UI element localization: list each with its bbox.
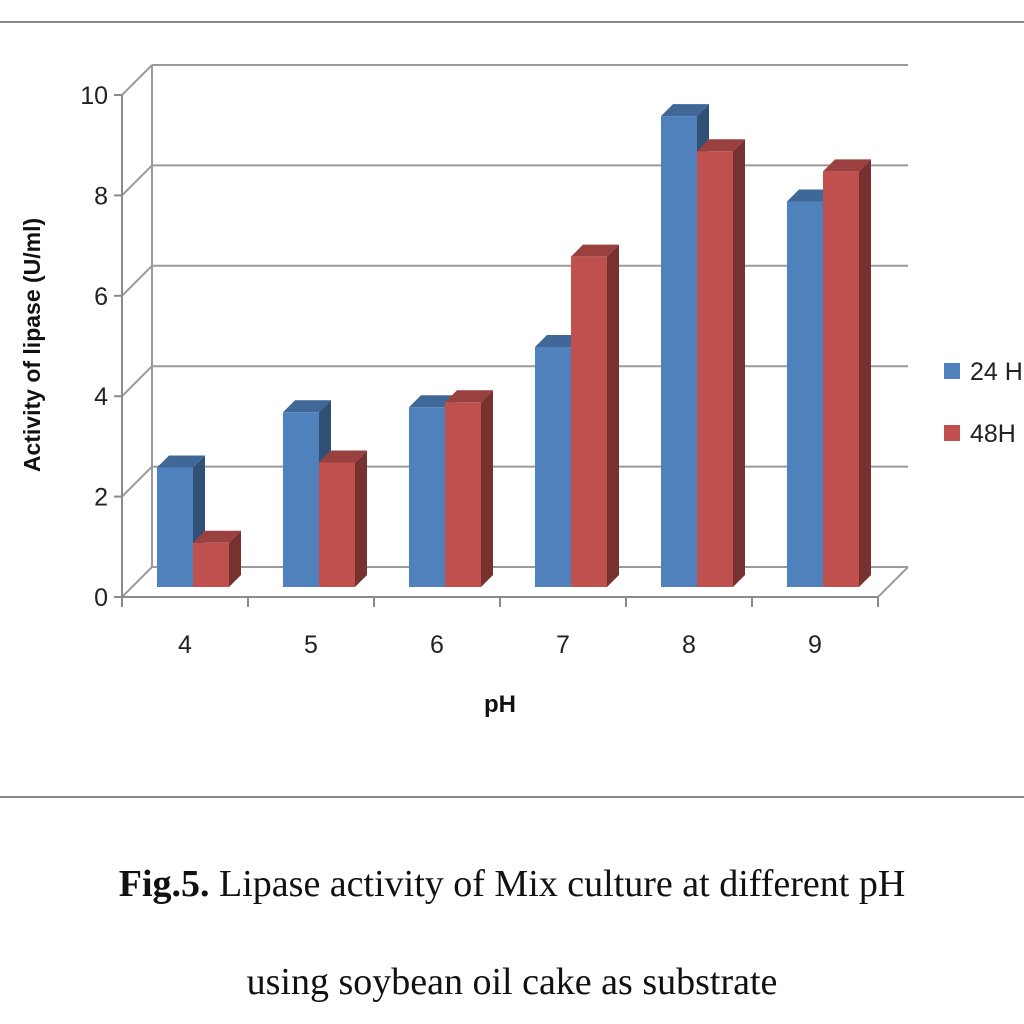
bar-side-48h [733,139,745,588]
plot-area: 0 2 4 6 8 10 4 5 6 7 8 9 pH Activity of lipase (U/ml)… [19,64,1023,718]
bar-24h [283,412,319,587]
bar-top-48h [823,159,871,172]
x-tick-label: 9 [808,631,822,659]
x-tick-label: 5 [304,631,318,659]
y-tick-label: 6 [94,283,108,311]
bar-top-48h [319,450,367,463]
bar-top-48h [571,244,619,257]
bar-24h [535,347,571,587]
figure-caption-line-2: using soybean oil cake as substrate [0,960,1024,1004]
bar-48h [823,171,859,587]
y-tick-label: 4 [94,383,108,411]
gridline-depth [121,465,153,498]
bar-24h [661,116,697,587]
caption-line-1: Lipase activity of Mix culture at differ… [219,863,906,905]
y-tick-label: 2 [94,484,108,512]
bar-48h [571,256,607,587]
bar-48h [697,151,733,588]
legend-swatch [944,425,960,441]
bar-top-48h [193,530,241,543]
y-tick-label: 0 [94,584,108,612]
gridline-depth [121,365,153,397]
legend-label: 24 H [970,358,1023,386]
bar-24h [409,407,445,587]
bar-top-24h [283,400,331,413]
y-axis-title: Activity of lipase (U/ml) [19,218,45,472]
bar-48h [445,402,481,587]
lipase-chart: 0 2 4 6 8 10 4 5 6 7 8 9 pH Activity of lipase (U/ml)… [0,21,1024,798]
bar-top-48h [445,390,493,403]
bar-24h [157,467,193,587]
y-tick-label: 10 [80,82,108,110]
bar-top-24h [661,104,709,117]
bar-top-24h [157,455,205,468]
gridline-depth [121,164,153,197]
gridline-depth [121,265,153,297]
bar-side-48h [481,390,493,587]
x-axis-title: pH [484,691,516,718]
bar-side-48h [229,530,241,587]
bar-24h [787,201,823,587]
x-tick-label: 4 [178,631,192,659]
legend-label: 48H [970,420,1016,448]
bar-top-48h [697,139,745,152]
figure-caption: Fig.5. Lipase activity of Mix culture at… [0,862,1024,906]
bar-side-48h [355,450,367,587]
gridline-depth [121,566,153,598]
y-tick-label: 8 [94,182,108,210]
gridline-depth [121,64,153,96]
caption-label: Fig.5. [118,863,210,905]
x-tick-label: 6 [430,631,444,659]
caption-line-2: using soybean oil cake as substrate [246,961,778,1003]
bar-48h [193,542,229,587]
bar-side-48h [859,159,871,587]
legend-swatch [944,363,960,379]
bar-48h [319,462,355,587]
bar-side-48h [607,244,619,587]
x-tick-label: 8 [682,631,696,659]
x-tick-label: 7 [556,631,570,659]
floor-right-edge [877,566,909,598]
